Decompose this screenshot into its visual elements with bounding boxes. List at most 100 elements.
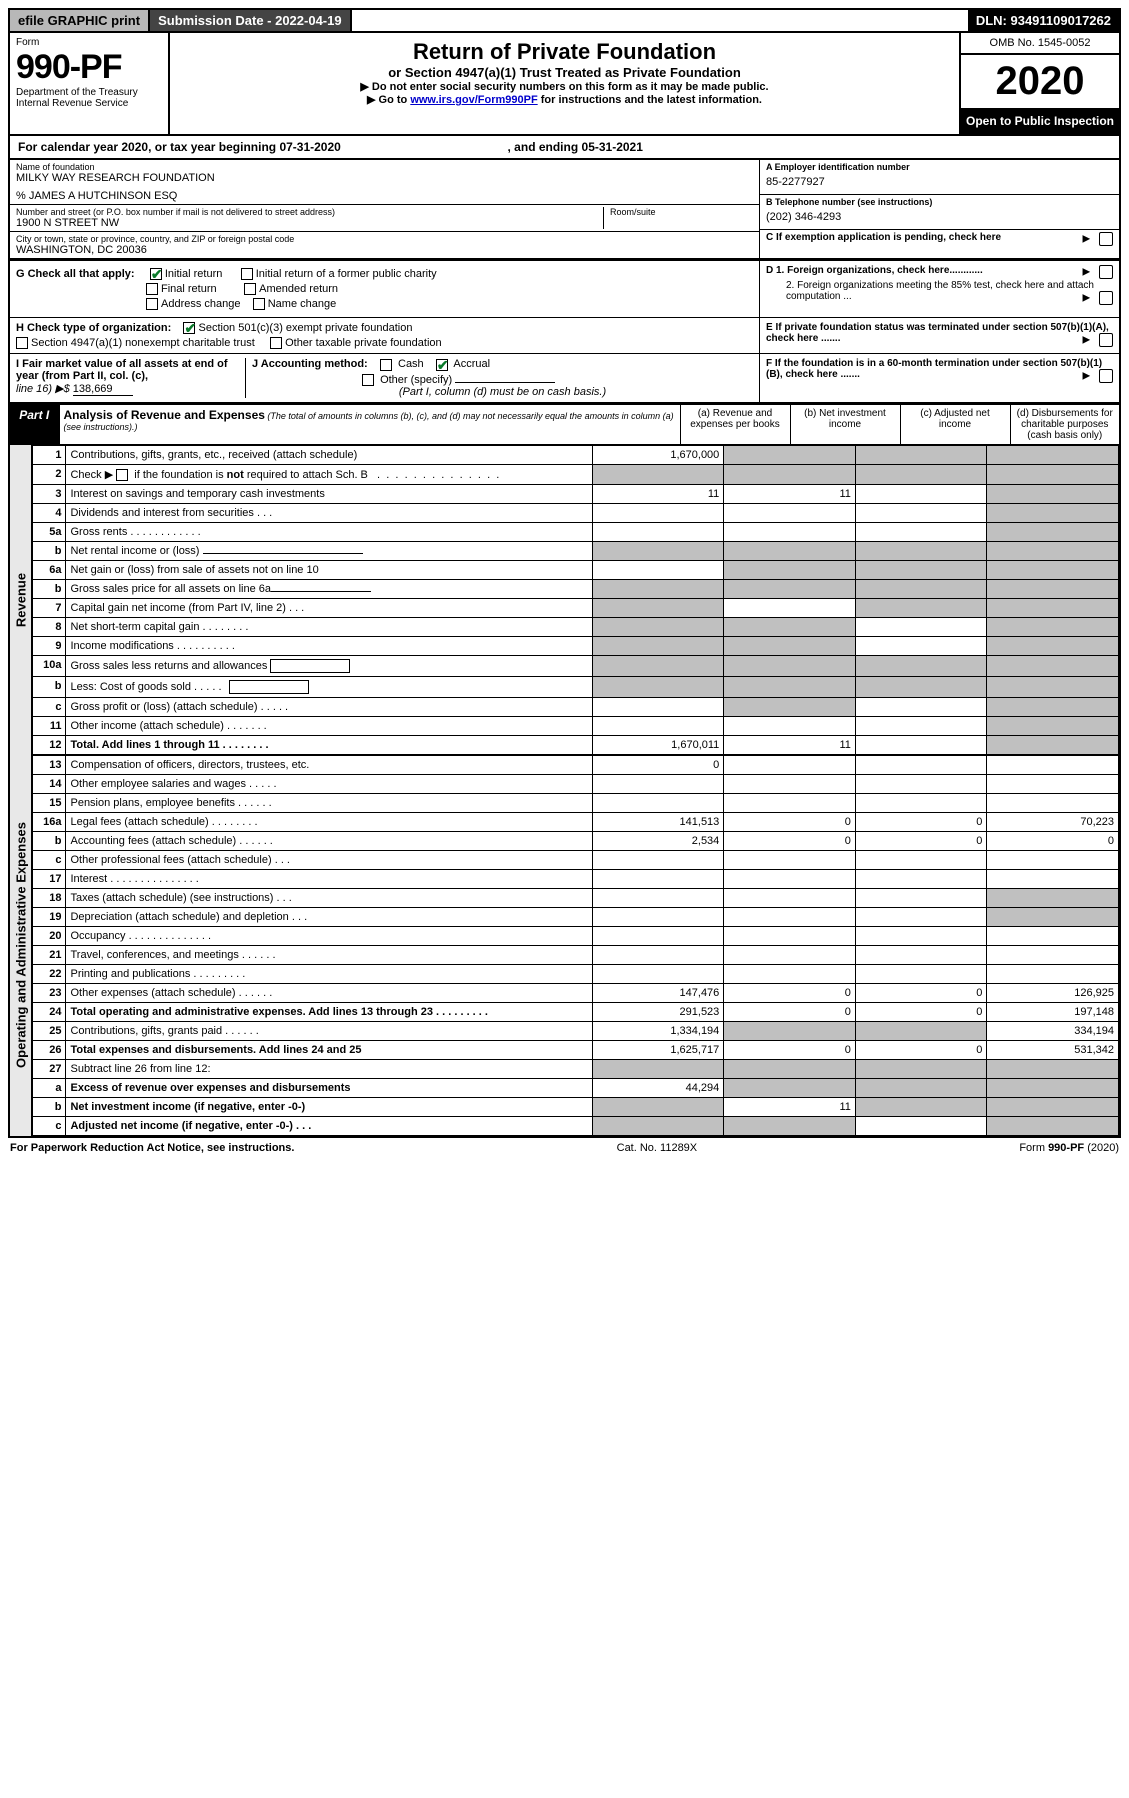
dept-label: Department of the Treasury [16,87,162,98]
row-16c-desc: Other professional fees (attach schedule… [66,850,592,869]
row-26-a: 1,625,717 [592,1040,724,1059]
note2-suffix: for instructions and the latest informat… [538,94,762,106]
i-label: I Fair market value of all assets at end… [16,358,228,382]
top-bar: efile GRAPHIC print Submission Date - 20… [8,8,1121,33]
ij-section-wrap: I Fair market value of all assets at end… [8,353,1121,403]
j-label: J Accounting method: [252,358,368,370]
tax-year: 2020 [961,55,1119,108]
initial-return-checkbox[interactable] [150,268,162,280]
c-label: C If exemption application is pending, c… [766,232,1001,243]
city-cell: City or town, state or province, country… [10,232,759,258]
4947-label: Section 4947(a)(1) nonexempt charitable … [31,337,255,349]
other-taxable-checkbox[interactable] [270,337,282,349]
row-16a-b: 0 [724,812,856,831]
row-25-desc: Contributions, gifts, grants paid . . . … [66,1021,592,1040]
row-3-a: 11 [592,484,724,503]
4947-checkbox[interactable] [16,337,28,349]
instructions-link[interactable]: www.irs.gov/Form990PF [410,94,537,106]
row-8-desc: Net short-term capital gain . . . . . . … [66,617,592,636]
other-method-label: Other (specify) [380,374,452,386]
opex-vlabel: Operating and Administrative Expenses [10,755,32,1136]
row-3-desc: Interest on savings and temporary cash i… [66,484,592,503]
d2-label: 2. Foreign organizations meeting the 85%… [786,280,1094,302]
ein-label: A Employer identification number [766,162,1113,172]
row-23-desc: Other expenses (attach schedule) . . . .… [66,983,592,1002]
form-header: Form 990-PF Department of the Treasury I… [8,33,1121,136]
row-25-d: 334,194 [987,1021,1119,1040]
row-16b-c: 0 [855,831,987,850]
name-change-checkbox[interactable] [253,298,265,310]
form-subtitle: or Section 4947(a)(1) Trust Treated as P… [178,65,951,80]
row-27a-a: 44,294 [592,1078,724,1097]
entity-info: Name of foundation MILKY WAY RESEARCH FO… [8,160,1121,260]
row-16a-a: 141,513 [592,812,724,831]
row-24-b: 0 [724,1002,856,1021]
part1-header-table: Part I Analysis of Revenue and Expenses … [8,404,1121,445]
part1-title-cell: Analysis of Revenue and Expenses (The to… [59,404,680,444]
tel-cell: B Telephone number (see instructions) (2… [760,195,1119,230]
omb-number: OMB No. 1545-0052 [961,33,1119,55]
name-label: Name of foundation [16,162,753,172]
final-return-checkbox[interactable] [146,283,158,295]
sch-b-checkbox[interactable] [116,469,128,481]
part1-label: Part I [9,404,59,444]
amended-return-checkbox[interactable] [244,283,256,295]
row-27b-desc: Net investment income (if negative, ente… [66,1097,592,1116]
ein-value: 85-2277927 [766,172,1113,192]
row-24-a: 291,523 [592,1002,724,1021]
row-24-c: 0 [855,1002,987,1021]
501c3-checkbox[interactable] [183,322,195,334]
foundation-name: MILKY WAY RESEARCH FOUNDATION [16,172,753,184]
e-checkbox[interactable] [1099,333,1113,347]
efile-label[interactable]: efile GRAPHIC print [10,10,150,31]
row-27c-desc: Adjusted net income (if negative, enter … [66,1116,592,1135]
revenue-table: 1Contributions, gifts, grants, etc., rec… [32,445,1119,755]
row-23-c: 0 [855,983,987,1002]
row-1-a: 1,670,000 [592,445,724,464]
opex-text: Operating and Administrative Expenses [13,822,28,1068]
row-4-desc: Dividends and interest from securities .… [66,503,592,522]
row-27b-b: 11 [724,1097,856,1116]
row-11-desc: Other income (attach schedule) . . . . .… [66,716,592,735]
row-24-desc: Total operating and administrative expen… [66,1002,592,1021]
form-number: 990-PF [16,48,162,87]
f-checkbox[interactable] [1099,369,1113,383]
revenue-section: Revenue 1Contributions, gifts, grants, e… [8,445,1121,755]
col-c-header: (c) Adjusted net income [900,404,1010,444]
year-begin: For calendar year 2020, or tax year begi… [18,140,341,154]
e-section: E If private foundation status was termi… [759,317,1119,353]
address-change-checkbox[interactable] [146,298,158,310]
row-5b-desc: Net rental income or (loss) [66,541,592,560]
d2-checkbox[interactable] [1099,291,1113,305]
j-note: (Part I, column (d) must be on cash basi… [252,386,753,398]
row-23-d: 126,925 [987,983,1119,1002]
footer-left: For Paperwork Reduction Act Notice, see … [10,1142,294,1154]
footer-right: Form 990-PF (2020) [1019,1142,1119,1154]
row-10b-desc: Less: Cost of goods sold . . . . . [66,676,592,697]
other-method-checkbox[interactable] [362,374,374,386]
d1-checkbox[interactable] [1099,265,1113,279]
accrual-checkbox[interactable] [436,359,448,371]
addr-label: Number and street (or P.O. box number if… [16,207,603,217]
opex-section: Operating and Administrative Expenses 13… [8,755,1121,1138]
h-label: H Check type of organization: [16,322,171,334]
other-method-line [455,382,555,383]
row-12-desc: Total. Add lines 1 through 11 . . . . . … [66,735,592,754]
cash-checkbox[interactable] [380,359,392,371]
c-cell: C If exemption application is pending, c… [760,230,1119,245]
final-return-label: Final return [161,283,217,295]
initial-return-label: Initial return [165,268,222,280]
city-label: City or town, state or province, country… [16,234,753,244]
row-3-b: 11 [724,484,856,503]
header-center: Return of Private Foundation or Section … [170,33,959,134]
initial-former-checkbox[interactable] [241,268,253,280]
opex-table: 13Compensation of officers, directors, t… [32,755,1119,1136]
tel-label: B Telephone number (see instructions) [766,197,1113,207]
c-checkbox[interactable] [1099,232,1113,246]
row-18-desc: Taxes (attach schedule) (see instruction… [66,888,592,907]
col-a-header: (a) Revenue and expenses per books [680,404,790,444]
h-section: H Check type of organization: Section 50… [10,317,759,353]
year-end: , and ending 05-31-2021 [508,140,643,154]
note2-prefix: ▶ Go to [367,94,410,106]
i-line16: line 16) ▶$ [16,383,70,395]
